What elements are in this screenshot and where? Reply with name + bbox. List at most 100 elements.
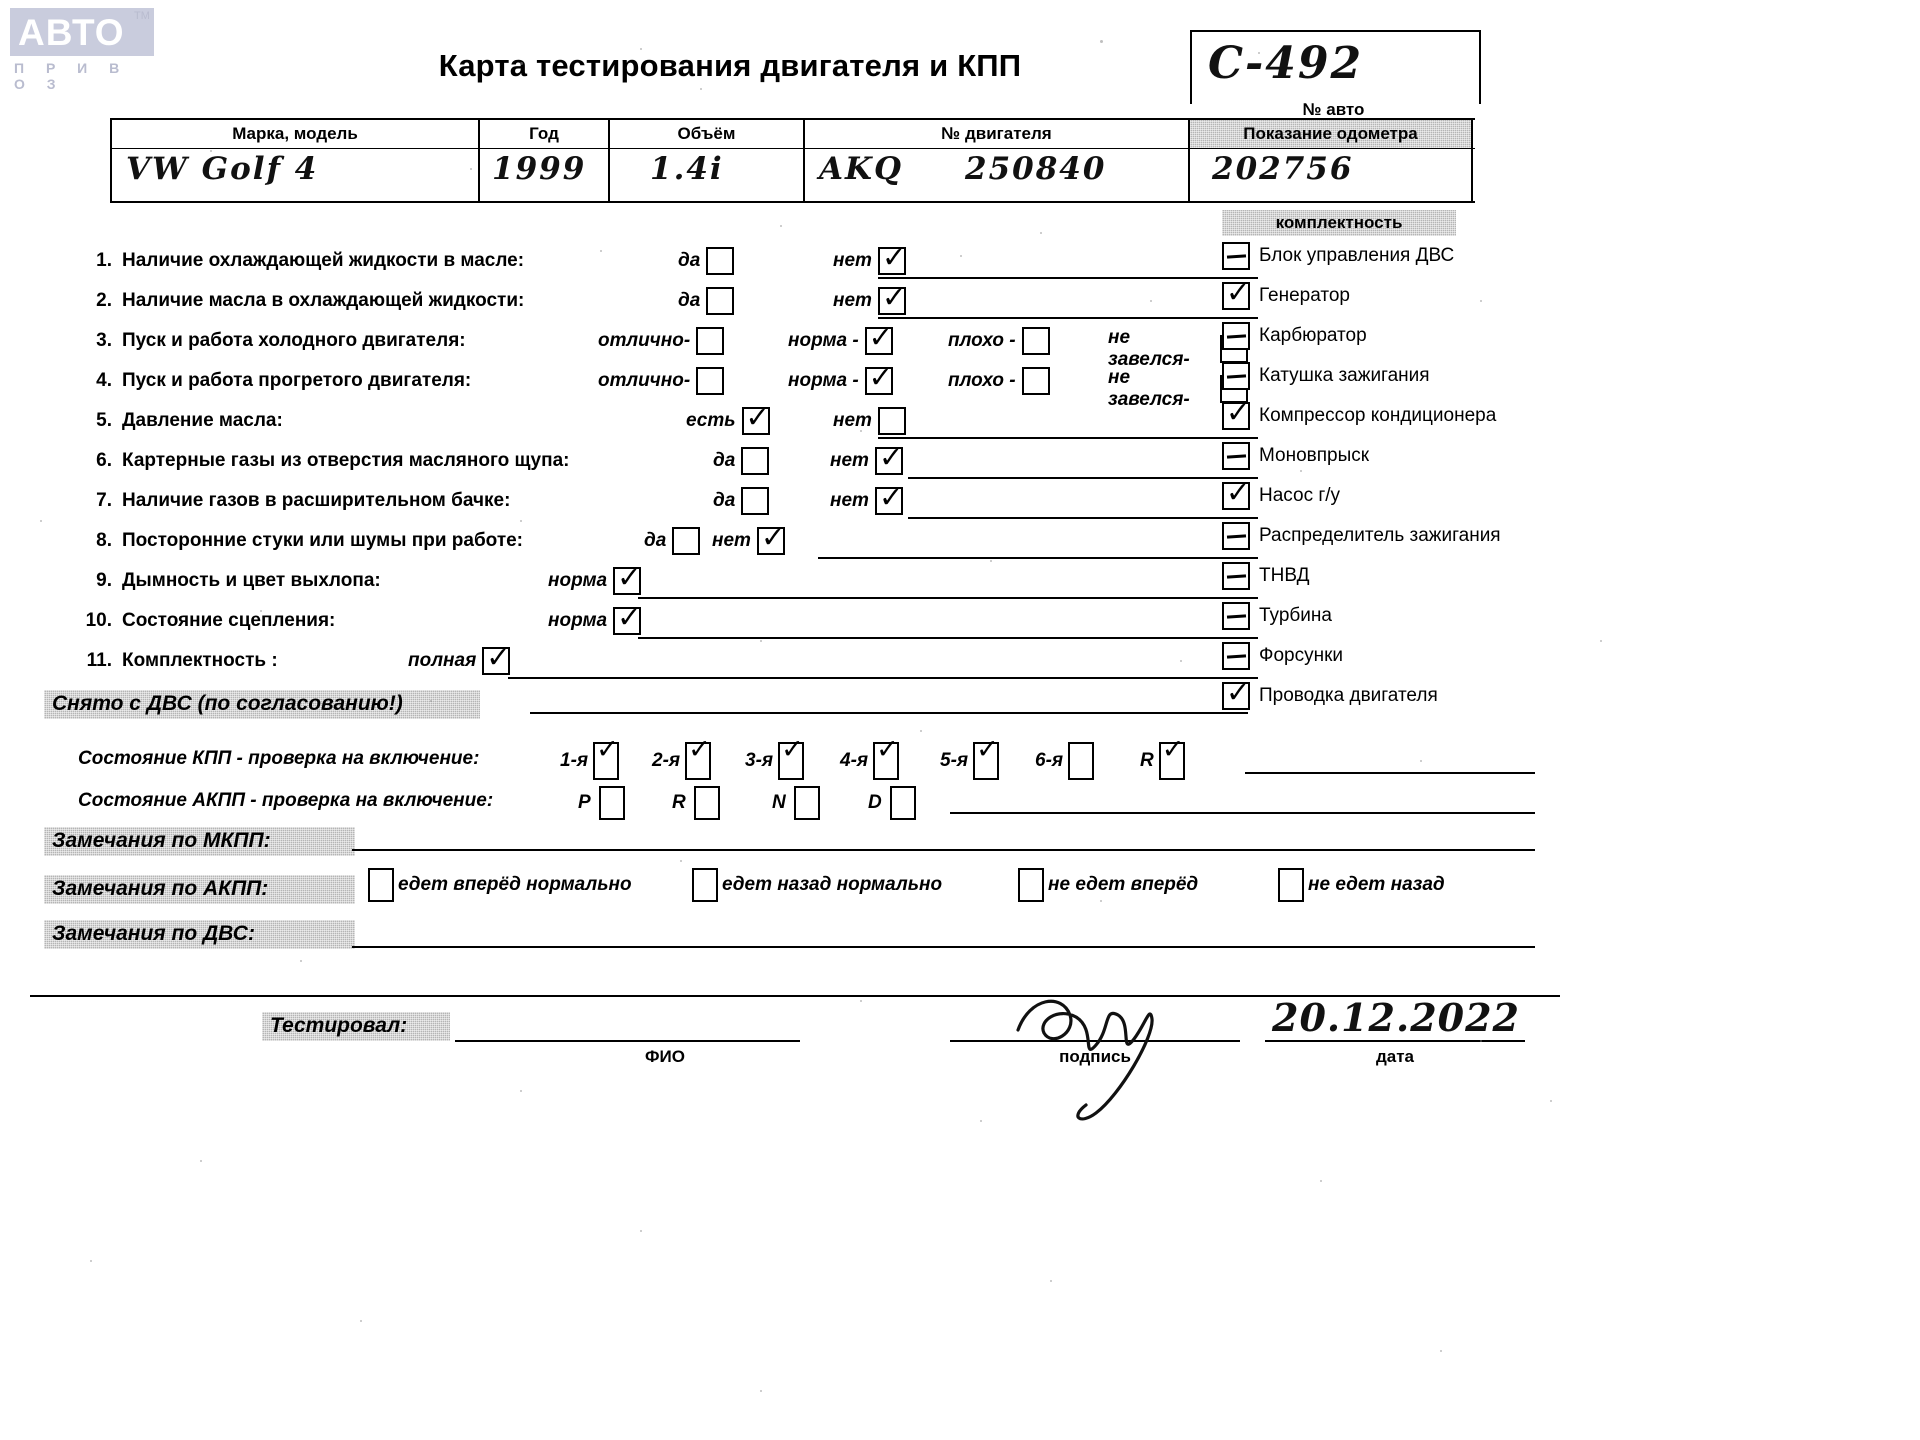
akpp-checkbox[interactable]: [598, 786, 625, 820]
checklist-option[interactable]: нет: [833, 280, 906, 315]
completeness-item[interactable]: Блок управления ДВС: [1222, 236, 1572, 276]
checkbox-dashed[interactable]: [1222, 362, 1250, 390]
completeness-item[interactable]: Насос г/у: [1222, 475, 1572, 516]
akpp-remark-option[interactable]: едет назад нормально: [692, 868, 942, 902]
checkbox-dashed[interactable]: [1222, 602, 1250, 630]
checkbox-checked[interactable]: [1222, 275, 1250, 310]
checkbox-dashed[interactable]: [1222, 442, 1250, 470]
checklist-row-number: 4.: [96, 370, 112, 391]
checkbox[interactable]: [874, 440, 903, 475]
checkbox[interactable]: [696, 327, 725, 355]
gear-checkbox[interactable]: [1068, 742, 1095, 780]
akpp-remark-checkbox[interactable]: [1278, 868, 1304, 902]
akpp-checkbox[interactable]: [889, 786, 916, 820]
completeness-item[interactable]: Катушка зажигания: [1222, 356, 1572, 396]
checkbox[interactable]: [741, 400, 770, 435]
checkbox[interactable]: [482, 640, 511, 675]
gear-checkbox[interactable]: [778, 734, 805, 780]
akpp-position[interactable]: R: [672, 786, 720, 820]
checklist-option[interactable]: отлично-: [598, 367, 725, 395]
completeness-item[interactable]: ТНВД: [1222, 556, 1572, 596]
scan-speckle: [960, 255, 962, 257]
checkbox[interactable]: [1021, 367, 1050, 395]
completeness-item[interactable]: Генератор: [1222, 275, 1572, 316]
checklist-option[interactable]: плохо -: [948, 367, 1050, 395]
checkbox[interactable]: [874, 480, 903, 515]
checkbox-dashed[interactable]: [1222, 522, 1250, 550]
checkbox-dashed[interactable]: [1222, 562, 1250, 590]
checkbox[interactable]: [696, 367, 725, 395]
checkbox-dashed[interactable]: [1222, 242, 1250, 270]
checklist-option[interactable]: да: [678, 287, 735, 315]
gear-option[interactable]: 1-я: [560, 734, 620, 780]
checklist-option[interactable]: нет: [830, 480, 903, 515]
checkbox[interactable]: [613, 560, 641, 595]
checkbox[interactable]: [877, 407, 906, 435]
checklist-option[interactable]: норма -: [788, 360, 893, 395]
checklist-option[interactable]: полная: [408, 640, 511, 675]
checklist-option[interactable]: нет: [833, 407, 906, 435]
gear-checkbox[interactable]: [873, 734, 900, 780]
checklist-option[interactable]: да: [713, 487, 770, 515]
checkbox[interactable]: [613, 600, 641, 635]
checkbox[interactable]: [706, 247, 735, 275]
checkbox[interactable]: [741, 447, 770, 475]
checklist-option[interactable]: норма: [548, 600, 641, 635]
akpp-position[interactable]: D: [868, 786, 916, 820]
akpp-remark-checkbox[interactable]: [368, 868, 394, 902]
gear-option[interactable]: 3-я: [745, 734, 805, 780]
checkbox-dashed[interactable]: [1222, 322, 1250, 350]
gear-option[interactable]: 5-я: [940, 734, 1000, 780]
akpp-checkbox[interactable]: [793, 786, 820, 820]
akpp-remark-checkbox[interactable]: [1018, 868, 1044, 902]
completeness-item[interactable]: Моновпрыск: [1222, 436, 1572, 476]
checkbox[interactable]: [864, 360, 893, 395]
gear-checkbox[interactable]: [973, 734, 1000, 780]
checkbox-checked[interactable]: [1222, 675, 1250, 710]
checkbox[interactable]: [864, 320, 893, 355]
akpp-checkbox[interactable]: [693, 786, 720, 820]
completeness-item[interactable]: Проводка двигателя: [1222, 675, 1572, 716]
gear-checkbox[interactable]: [1158, 734, 1185, 780]
checkbox[interactable]: [672, 527, 701, 555]
checkbox[interactable]: [706, 287, 735, 315]
gear-option[interactable]: R: [1140, 734, 1185, 780]
checkbox-checked[interactable]: [1222, 395, 1250, 430]
checklist-option[interactable]: нет: [833, 240, 906, 275]
akpp-remark-checkbox[interactable]: [692, 868, 718, 902]
checklist-row: 6. Картерные газы из отверстия масляного …: [78, 440, 1258, 483]
akpp-remark-option[interactable]: едет вперёд нормально: [368, 868, 632, 902]
checkbox[interactable]: [877, 280, 906, 315]
gear-option[interactable]: 2-я: [652, 734, 712, 780]
checkbox-checked[interactable]: [1222, 475, 1250, 510]
completeness-item[interactable]: Компрессор кондиционера: [1222, 395, 1572, 436]
checklist-option[interactable]: да: [713, 447, 770, 475]
gear-option[interactable]: 4-я: [840, 734, 900, 780]
akpp-remark-option[interactable]: не едет вперёд: [1018, 868, 1198, 902]
completeness-item[interactable]: Турбина: [1222, 596, 1572, 636]
checkbox-dashed[interactable]: [1222, 642, 1250, 670]
checklist-option[interactable]: да: [678, 247, 735, 275]
checklist-option[interactable]: плохо -: [948, 327, 1050, 355]
checkbox[interactable]: [741, 487, 770, 515]
checklist-option[interactable]: нет: [712, 520, 785, 555]
akpp-remark-option[interactable]: не едет назад: [1278, 868, 1445, 902]
checklist-option[interactable]: есть: [686, 400, 770, 435]
checklist-option[interactable]: норма -: [788, 320, 893, 355]
completeness-item[interactable]: Форсунки: [1222, 636, 1572, 676]
gear-option[interactable]: 6-я: [1035, 742, 1095, 780]
checkbox[interactable]: [877, 240, 906, 275]
completeness-item[interactable]: Карбюратор: [1222, 316, 1572, 356]
gear-checkbox[interactable]: [593, 734, 620, 780]
completeness-item[interactable]: Распределитель зажигания: [1222, 516, 1572, 556]
checklist-row: 1. Наличие охлаждающей жидкости в масле: д…: [78, 240, 1258, 283]
akpp-position[interactable]: N: [772, 786, 820, 820]
checklist-option[interactable]: отлично-: [598, 327, 725, 355]
checkbox[interactable]: [1021, 327, 1050, 355]
checklist-option[interactable]: нет: [830, 440, 903, 475]
akpp-position[interactable]: P: [578, 786, 625, 820]
checklist-option[interactable]: норма: [548, 560, 641, 595]
checklist-option[interactable]: да: [644, 527, 701, 555]
checkbox[interactable]: [756, 520, 785, 555]
gear-checkbox[interactable]: [685, 734, 712, 780]
